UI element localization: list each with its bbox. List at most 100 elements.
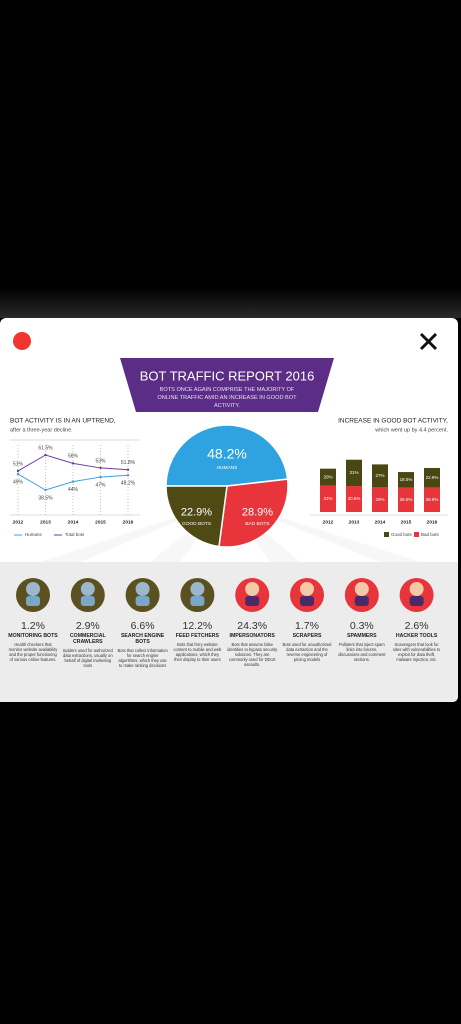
bar-segment [424, 487, 440, 512]
subtitle: BOTS ONCE AGAIN COMPRISE THE MAJORITY OF… [157, 387, 297, 409]
bot-share: 2.9% [75, 620, 100, 632]
bot-description: Health checkers that monitor website ava… [8, 642, 58, 662]
bot-share: 12.2% [182, 620, 213, 632]
chart-subtitle: after a three-year decline. [10, 427, 73, 433]
value-label: 51% [13, 461, 24, 467]
value-label: 48.2% [121, 481, 136, 487]
bot-icon-head [245, 582, 260, 596]
chart-subtitle: which went up by 4.4 percent. [374, 427, 448, 433]
bot-name: HACKER TOOLS [395, 633, 438, 639]
x-tick-label: 2016 [123, 519, 134, 525]
bot-description: Bots that ferry website content to mobil… [173, 642, 222, 662]
bot-icon-body [135, 596, 150, 606]
bot-type: 2.6% HACKER TOOLS Scavengers that look for… [391, 620, 443, 662]
bot-icon-head [135, 582, 150, 596]
bot-description: Scavengers that look for sites with vuln… [392, 642, 441, 662]
bot-icon-head [80, 582, 95, 596]
value-label: 18.5% [400, 477, 413, 482]
value-label: 31% [323, 496, 332, 501]
bot-share: 0.3% [349, 620, 374, 632]
x-tick-label: 2015 [95, 519, 106, 525]
x-tick-label: 2013 [349, 519, 360, 525]
legend-label: Bad bots [421, 532, 440, 537]
bot-name: MONITORING BOTS [8, 633, 58, 639]
x-tick-label: 2014 [375, 519, 386, 525]
value-label: 56% [68, 454, 79, 460]
value-label: 30.5% [348, 496, 361, 501]
bot-icon-body [245, 596, 260, 606]
value-label: 29% [375, 497, 384, 502]
legend-swatch [414, 532, 419, 537]
bar-segment [346, 459, 362, 487]
bot-icon-head [354, 582, 369, 596]
bar-segment [320, 468, 336, 486]
backdrop [0, 288, 461, 318]
slice-value: 48.2% [207, 445, 247, 461]
title-banner [120, 358, 334, 412]
chart-title: BOT ACTIVITY IS IN AN UPTREND, [10, 418, 116, 425]
bot-description: Spiders used for authorized data extract… [62, 648, 113, 668]
legend-swatch [384, 532, 389, 537]
bar-segment [320, 485, 336, 512]
bot-share: 1.2% [21, 620, 45, 632]
value-label: 44% [68, 487, 79, 493]
bar-segment [398, 487, 414, 512]
close-button[interactable] [419, 332, 438, 351]
bot-icon-body [354, 596, 369, 606]
bot-icon-body [409, 596, 424, 606]
x-tick-label: 2012 [323, 519, 334, 525]
value-label: 38.5% [38, 495, 53, 501]
bot-name: FEED FETCHERS [175, 633, 219, 639]
point [71, 480, 75, 483]
bot-share: 1.7% [295, 620, 319, 632]
x-tick-label: 2012 [13, 519, 24, 525]
value-label: 53% [95, 458, 106, 464]
bar-segment [372, 464, 388, 488]
pie-slice [165, 424, 289, 487]
point [126, 468, 130, 471]
point [44, 488, 47, 492]
point [71, 462, 75, 465]
bot-description: Polluters that inject spam links into fo… [338, 642, 386, 662]
bot-share: 6.6% [130, 620, 155, 632]
value-label: 61.5% [38, 445, 53, 451]
x-tick-label: 2013 [40, 519, 51, 525]
point [99, 475, 102, 479]
chart-title: INCREASE IN GOOD BOT ACTIVITY, [338, 418, 448, 425]
bot-share: 24.3% [237, 620, 268, 632]
legend-label: Good bots [391, 532, 413, 537]
bot-type: 0.3% SPAMMERS Polluters that inject spam l… [336, 620, 388, 662]
x-tick-label: 2014 [68, 519, 79, 525]
bot-icon-body [190, 596, 205, 606]
point [99, 466, 102, 470]
bot-type: 1.2% MONITORING BOTS Health checkers that … [7, 620, 59, 662]
bot-name: COMMERCIAL CRAWLERS [69, 633, 106, 645]
slice-label: HUMANS [217, 465, 238, 471]
bot-icon-head [190, 582, 205, 596]
point [126, 474, 130, 477]
bot-description: Bots that collect information for search… [117, 648, 168, 668]
bot-icon-body [80, 596, 95, 606]
value-label: 22.9% [426, 475, 439, 480]
bar-segment [398, 472, 414, 488]
bot-icon-head [26, 582, 40, 596]
bot-icon-body [26, 596, 40, 606]
bot-description: Bots that assume false identities to byp… [227, 642, 278, 667]
bar-segment [424, 467, 440, 488]
point [44, 453, 47, 457]
bot-name: SEARCH ENGINE BOTS [120, 633, 165, 645]
bot-icon-head [409, 582, 424, 596]
legend-label: Humans [25, 532, 43, 537]
value-label: 27% [375, 473, 384, 478]
point [16, 472, 20, 476]
value-label: 28.5% [400, 497, 413, 502]
bot-type: 1.7% SCRAPERS Bots used for unauthorized d… [281, 620, 333, 662]
point [16, 469, 20, 473]
bot-name: SPAMMERS [347, 633, 377, 639]
slice-value: 28.9% [242, 506, 273, 518]
bar-segment [372, 487, 388, 512]
bot-share: 2.6% [404, 620, 429, 632]
pie-slice [165, 485, 228, 548]
record-dot [13, 332, 31, 350]
